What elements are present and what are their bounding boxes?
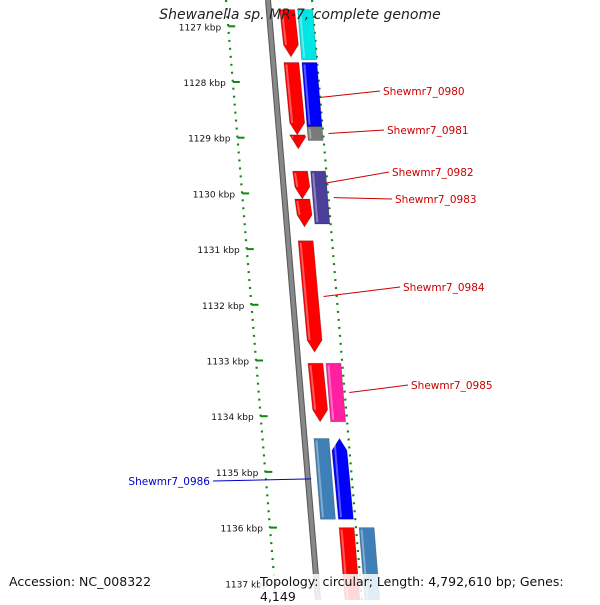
tick-label: 1132 kbp	[202, 302, 245, 312]
gene-label-g_0981: Shewmr7_0981	[387, 125, 469, 137]
tick-label: 1128 kbp	[183, 79, 226, 89]
genome-title: Shewanella sp. MR-7, complete genome	[0, 7, 600, 23]
accession-text: Accession: NC_008322	[9, 574, 151, 589]
gene-label-g_0983: Shewmr7_0983	[395, 194, 477, 206]
gene-label-leader	[349, 385, 408, 393]
tick-label: 1134 kbp	[211, 413, 254, 423]
tick-label: 1127 kbp	[179, 23, 222, 33]
gene-g_red_small	[290, 135, 306, 149]
tick-label: 1130 kbp	[193, 190, 236, 200]
gene-label-g_0982: Shewmr7_0982	[392, 167, 474, 179]
gene-label-leader	[334, 198, 392, 199]
tick-label: 1136 kbp	[221, 525, 264, 535]
gene-label-g_0984: Shewmr7_0984	[403, 282, 485, 294]
gene-label-g_0985: Shewmr7_0985	[411, 380, 493, 392]
gene-label-leader	[213, 479, 311, 481]
tick-label: 1135 kbp	[216, 469, 259, 479]
tick-label: 1129 kbp	[188, 135, 231, 145]
left-dotted-guide	[226, 0, 276, 600]
gene-highlight	[310, 129, 311, 139]
gene-label-leader	[329, 130, 384, 134]
gene-label-g_0986: Shewmr7_0986	[128, 476, 210, 488]
tick-label: 1133 kbp	[207, 358, 250, 368]
gene-label-g_0980: Shewmr7_0980	[383, 86, 465, 98]
tick-label: 1131 kbp	[197, 246, 240, 256]
